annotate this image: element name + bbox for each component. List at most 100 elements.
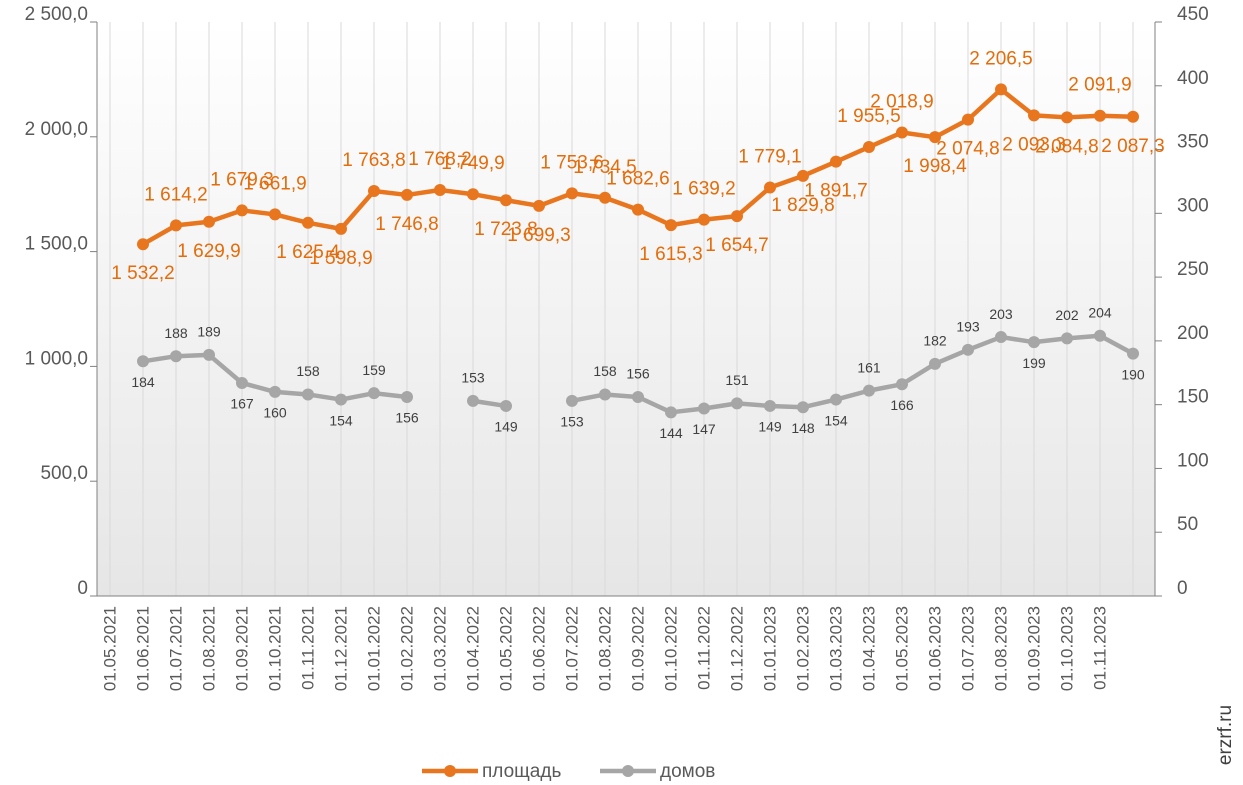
y2-tick-label: 0 (1177, 578, 1188, 599)
marker (203, 348, 215, 361)
marker (302, 388, 314, 401)
x-tick-label: 01.07.2022 (562, 606, 581, 691)
marker (467, 188, 479, 201)
legend-label: домов (660, 761, 715, 782)
y-tick-label: 1 000,0 (25, 348, 88, 369)
data-label: 2 091,9 (1068, 75, 1131, 96)
marker (236, 204, 248, 217)
marker (896, 378, 908, 391)
marker (170, 350, 182, 363)
marker (962, 113, 974, 126)
y-tick-label: 2 500,0 (25, 4, 88, 25)
y-tick-label: 2 000,0 (25, 119, 88, 140)
data-label: 1 753,6 (540, 152, 603, 173)
marker (665, 406, 677, 419)
y2-tick-label: 250 (1177, 259, 1209, 280)
x-tick-label: 01.12.2022 (727, 606, 746, 691)
marker (665, 219, 677, 232)
y2-tick-label: 300 (1177, 195, 1209, 216)
marker (1061, 111, 1073, 124)
marker (434, 184, 446, 197)
marker (1028, 336, 1040, 349)
marker (500, 194, 512, 207)
data-label: 159 (362, 362, 386, 378)
data-label: 1 734,5 (573, 157, 636, 178)
x-tick-label: 01.11.2023 (1090, 606, 1109, 690)
data-label: 1 763,8 (342, 150, 405, 171)
marker (962, 343, 974, 356)
x-tick-label: 01.10.2022 (661, 606, 680, 691)
marker (170, 219, 182, 232)
data-label: 156 (626, 366, 650, 382)
marker (830, 155, 842, 168)
marker (401, 391, 413, 404)
y-tick-label: 0 (77, 578, 88, 599)
data-label: 1 768,2 (408, 149, 471, 170)
marker (698, 402, 710, 415)
x-tick-label: 01.01.2023 (760, 606, 779, 691)
plot-area (97, 22, 1155, 596)
data-label: 1 598,9 (309, 248, 372, 269)
data-label: 1 891,7 (804, 181, 867, 202)
data-label: 153 (461, 370, 485, 386)
data-label: 182 (923, 333, 947, 349)
data-label: 2 206,5 (969, 48, 1032, 69)
marker (269, 385, 281, 398)
x-tick-label: 01.05.2022 (496, 606, 515, 691)
data-label: 166 (890, 397, 914, 413)
y2-tick-label: 400 (1177, 68, 1209, 89)
marker (137, 238, 149, 251)
marker (1094, 109, 1106, 122)
marker (896, 126, 908, 139)
data-label: 190 (1121, 366, 1145, 382)
marker (137, 355, 149, 368)
data-label: 1 955,5 (837, 106, 900, 127)
marker (467, 394, 479, 407)
data-label: 1 532,2 (111, 263, 174, 284)
marker (335, 222, 347, 235)
data-label: 158 (593, 363, 617, 379)
x-tick-label: 01.06.2021 (133, 606, 152, 691)
marker (236, 376, 248, 389)
y2-tick-label: 150 (1177, 387, 1209, 408)
marker (995, 83, 1007, 96)
marker (1061, 332, 1073, 345)
marker (599, 388, 611, 401)
data-label: 1 749,9 (441, 153, 504, 174)
marker (632, 391, 644, 404)
legend-label: площадь (482, 761, 561, 782)
marker (764, 399, 776, 412)
data-label: 149 (758, 419, 782, 435)
data-label: 188 (164, 325, 188, 341)
data-label: 148 (791, 420, 815, 436)
x-tick-label: 01.09.2021 (232, 606, 251, 691)
x-tick-label: 01.02.2022 (397, 606, 416, 691)
data-label: 2 093,3 (1002, 134, 1065, 155)
data-label: 144 (659, 425, 683, 441)
marker (269, 208, 281, 221)
legend-marker (444, 765, 456, 777)
marker (599, 191, 611, 204)
marker (368, 387, 380, 400)
data-label: 2 087,3 (1101, 136, 1164, 157)
marker (632, 203, 644, 216)
data-label: 1 998,4 (903, 156, 967, 177)
y2-tick-label: 450 (1177, 4, 1209, 25)
x-tick-label: 01.05.2021 (100, 606, 119, 691)
marker (566, 187, 578, 200)
data-label: 204 (1088, 304, 1112, 320)
data-label: 154 (824, 412, 848, 428)
legend-marker (622, 765, 634, 777)
x-tick-label: 01.11.2021 (298, 606, 317, 690)
data-label: 184 (131, 374, 155, 390)
marker (731, 397, 743, 410)
y2-tick-label: 100 (1177, 450, 1209, 471)
data-label: 1 629,9 (177, 241, 240, 262)
x-tick-label: 01.10.2023 (1057, 606, 1076, 691)
x-tick-label: 01.04.2023 (859, 606, 878, 691)
y-tick-label: 500,0 (40, 463, 88, 484)
marker (203, 215, 215, 228)
marker (1028, 109, 1040, 122)
source: erzrf.ru (1215, 705, 1236, 765)
